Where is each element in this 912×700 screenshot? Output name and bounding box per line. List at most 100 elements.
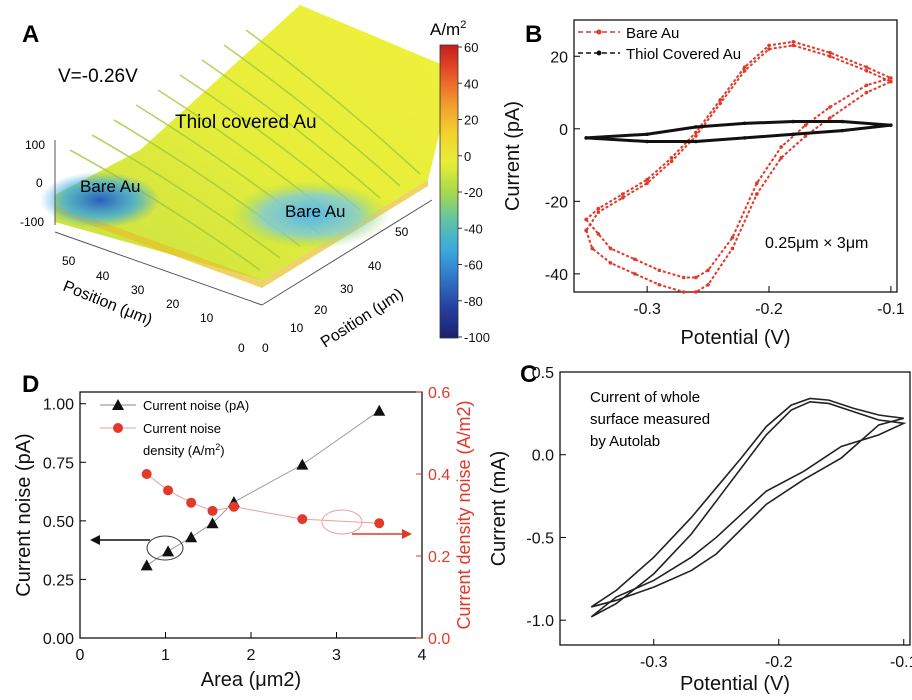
y-tick-label: 0.25 [43,572,74,589]
legend-density-label: Current noise [143,421,221,436]
y-axis-label: Current noise (pA) [13,433,35,596]
cv-point [864,83,869,88]
right-pos-tick: 20 [314,303,328,317]
cv-point [590,246,595,251]
cv-point [596,232,601,236]
cv-point [706,282,710,287]
cv-point [584,228,588,233]
noise-point [162,545,175,557]
colorbar-tick-label: -40 [464,221,483,236]
noise-point [206,517,219,529]
x-tick-label: -0.2 [755,301,783,318]
cv-curve [590,400,907,618]
right-position-axis [261,199,433,306]
panel-a-letter: A [22,21,39,48]
x-tick-label: 3 [332,647,341,664]
left-pos-tick: 10 [200,311,214,325]
y-tick-label: 0.0 [532,448,554,465]
cv-point [694,130,698,135]
density-point [228,501,239,512]
noise-point [373,404,386,416]
panel-c-ticks: -0.3 -0.2 -0.1 -1.0 -0.5 0.0 0.5 Potential (V) C… [488,365,912,695]
noise-axis-indicator-ellipse [146,535,184,561]
cv-point [645,181,649,185]
cv-point [755,192,759,196]
left-pos-tick: 30 [131,283,145,297]
x-tick-label: -0.2 [765,654,793,671]
cv-point [828,105,832,109]
cv-curve [586,120,892,143]
y-tick-label: 0 [559,122,568,139]
cv-point [742,136,747,140]
cv-point [608,246,613,251]
density-point [297,514,308,525]
y-right-axis-label: Current density noise (A/m2) [454,400,474,629]
cv-point [889,79,893,84]
cv-point [791,39,796,44]
cv-point [791,43,796,48]
panel-d-ticks: 0 1 2 3 4 0.00 0.25 0.50 0.75 1.00 Area (μm2) Curre… [13,385,474,691]
panel-d: D 0 1 2 3 4 0.00 0.25 0.50 0.75 1.00 Area (μm2) Cur… [13,371,474,691]
legend-noise-label: Current noise (pA) [143,398,249,413]
cv-point [596,206,601,211]
panel-a: A V=-0.26V Thiol covered Au Bare Au Bare… [20,5,490,355]
x-tick-label: -0.1 [877,301,905,318]
surface-ridge [245,29,421,175]
y-tick-label: -20 [545,194,568,211]
cv-point [645,177,649,182]
cv-point [608,261,613,265]
density-point [207,505,218,516]
cv-point [730,235,735,240]
surface-ridge [69,149,261,271]
legend-thiol-marker [596,50,602,56]
left-pos-tick: 0 [238,341,245,355]
cv-point [596,210,601,215]
x-tick-label: 2 [247,647,256,664]
surface-ridge [91,134,281,259]
density-point [141,469,152,479]
panel-c: C -0.3 -0.2 -0.1 -1.0 -0.5 0.0 0.5 Potential (V… [488,361,912,695]
cv-point [779,145,784,149]
y-axis-label: Current (mA) [488,451,510,567]
panel-b-letter: B [525,21,542,48]
panel-c-frame [559,371,911,646]
cv-point [791,132,796,137]
cv-point [828,54,832,59]
surface-ridge [201,59,381,199]
legend-noise-marker [112,399,124,410]
cv-point [620,195,625,200]
cv-point [657,268,662,273]
cv-point [633,272,637,276]
panel-d-legend: Current noise (pA) Current noise density… [100,398,249,458]
x-axis-label: Potential (V) [680,327,790,349]
cv-point [669,156,674,160]
noise-point [185,531,198,543]
cv-point [645,139,649,144]
cv-point [584,217,588,222]
right-pos-tick: 30 [340,282,354,296]
cv-point [840,128,844,133]
cv-point [742,121,747,126]
y-right-tick-label: 0.2 [428,549,450,566]
bare-au-left-region [40,172,160,228]
colorbar-tick-label: 20 [464,113,478,128]
y-right-tick-label: 0.4 [428,467,450,484]
surface-ridge [223,44,401,187]
surface-front-edge [55,180,428,288]
x-axis-label: Area (μm2) [201,669,301,691]
panel-c-series [590,397,907,618]
legend-thiol-label: Thiol Covered Au [626,46,741,63]
colorbar-tick-label: -100 [464,330,490,345]
x-tick-label: 4 [418,647,427,664]
density-axis-arrowhead [402,529,412,539]
left-pos-tick: 50 [62,254,76,268]
colorbar-ticks: 60 40 20 0 -20 -40 -60 -80 -100 [458,40,490,345]
cv-point [864,68,869,73]
density-point [186,497,197,508]
label-bare-au-right: Bare Au [285,202,346,221]
y-axis-label: Current (pA) [502,101,524,211]
cv-point [681,275,686,280]
cv-point [779,156,784,160]
cv-point [694,134,698,138]
